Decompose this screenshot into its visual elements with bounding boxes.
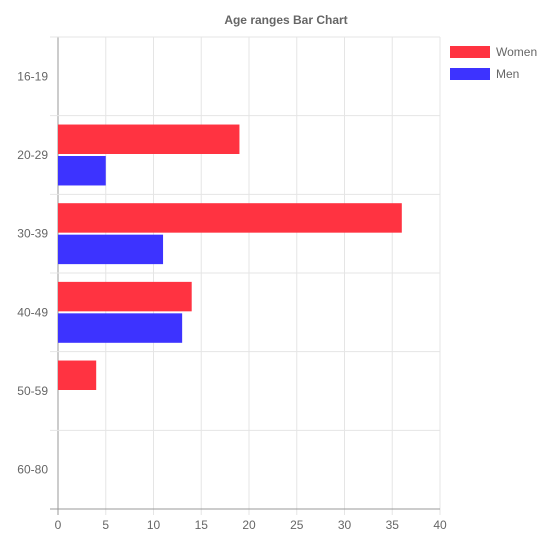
bar-men-40-49 — [58, 313, 183, 343]
x-axis-ticks: 0 5 10 15 20 25 30 35 40 — [55, 518, 447, 532]
x-tick-label: 15 — [195, 518, 209, 532]
x-tick-label: 5 — [102, 518, 109, 532]
x-tick-label: 0 — [55, 518, 62, 532]
bar-women-30-39 — [58, 203, 402, 233]
x-tick-label: 35 — [386, 518, 400, 532]
bar-women-50-59 — [58, 360, 97, 390]
legend-swatch-women — [450, 46, 490, 58]
grid — [50, 36, 441, 515]
y-axis-ticks: 16-19 20-29 30-39 40-49 50-59 60-80 — [17, 69, 48, 476]
bars — [58, 124, 402, 390]
legend-label-men: Men — [496, 67, 519, 81]
bar-men-20-29 — [58, 156, 106, 186]
y-tick-label: 20-29 — [17, 148, 48, 162]
x-tick-label: 10 — [147, 518, 161, 532]
legend-swatch-men — [450, 68, 490, 80]
y-tick-label: 60-80 — [17, 463, 48, 477]
legend: Women Men — [450, 45, 537, 81]
bar-women-40-49 — [58, 281, 192, 312]
y-tick-label: 16-19 — [17, 69, 48, 83]
bar-women-20-29 — [58, 124, 240, 154]
x-tick-label: 25 — [290, 518, 304, 532]
y-tick-label: 40-49 — [17, 305, 48, 319]
x-tick-label: 20 — [242, 518, 256, 532]
y-tick-label: 50-59 — [17, 384, 48, 398]
chart-title: Age ranges Bar Chart — [224, 13, 347, 27]
bar-men-30-39 — [58, 234, 164, 265]
legend-label-women: Women — [496, 45, 537, 59]
x-tick-label: 30 — [338, 518, 352, 532]
x-tick-label: 40 — [433, 518, 447, 532]
y-tick-label: 30-39 — [17, 227, 48, 241]
